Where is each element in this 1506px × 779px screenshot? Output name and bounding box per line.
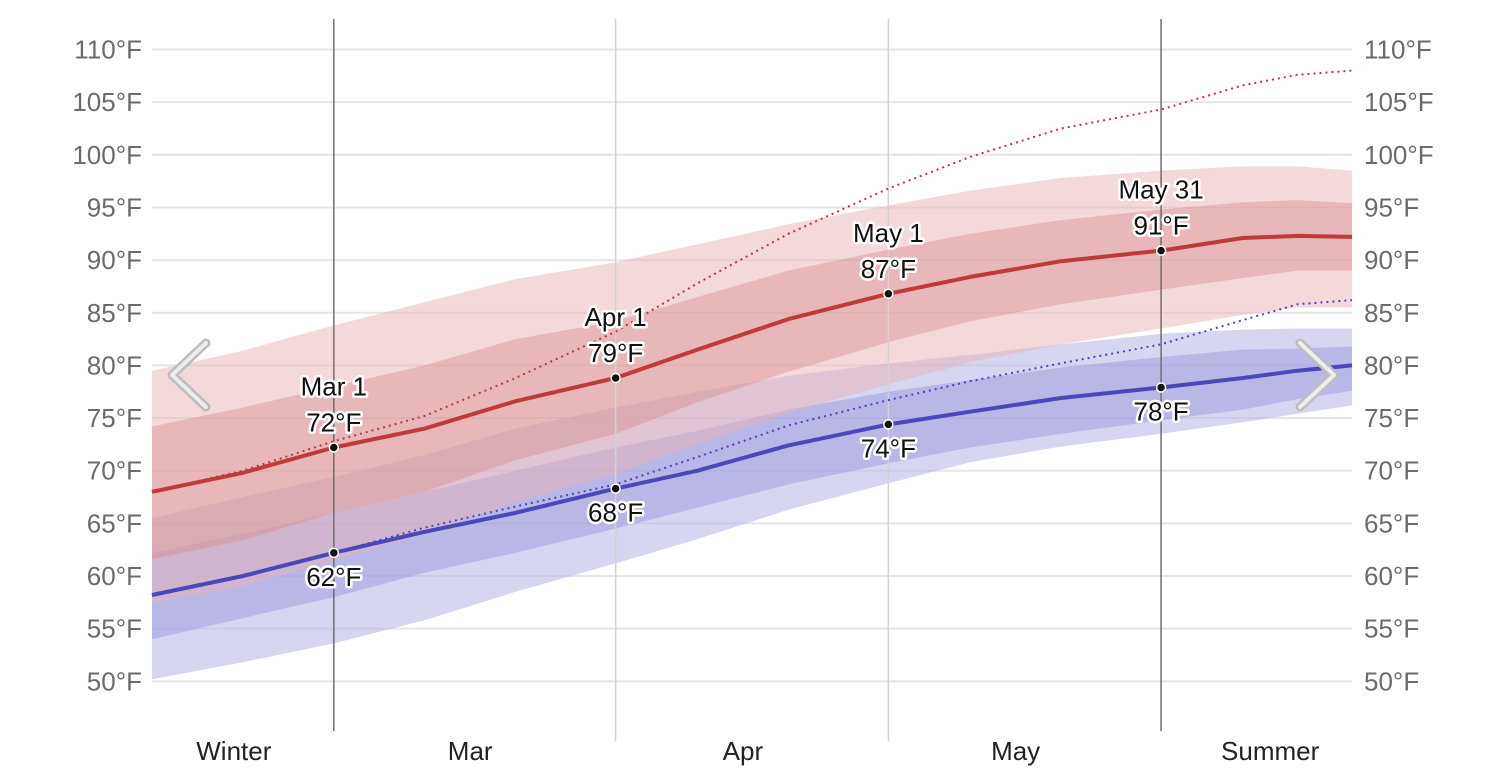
annotation-value: 79°F xyxy=(588,338,643,368)
data-point-marker xyxy=(1155,382,1167,393)
annotation-value: 68°F xyxy=(588,498,643,528)
y-tick-label-left: 75°F xyxy=(87,403,142,433)
high-average-line xyxy=(151,233,1353,494)
x-period-label: Apr xyxy=(723,736,764,766)
annotation-value: 91°F xyxy=(1133,211,1188,241)
annotations: Mar 1 72°F Apr 1 79°F May 1 87°F May 31 91°F 62°… xyxy=(298,172,1206,594)
y-tick-label-left: 50°F xyxy=(87,666,142,696)
bands xyxy=(152,166,1352,680)
y-tick-label-left: 110°F xyxy=(74,35,142,65)
annotation-date: Mar 1 xyxy=(301,372,367,402)
y-tick-label-left: 60°F xyxy=(87,561,142,591)
y-tick-label-right: 75°F xyxy=(1364,403,1419,433)
y-tick-label-left: 80°F xyxy=(87,350,142,380)
axis-labels: 110°F 110°F 105°F 105°F 100°F 100°F 95°F 95°F 90… xyxy=(72,35,1433,767)
data-point-marker xyxy=(328,547,340,559)
x-period-label: Mar xyxy=(448,736,493,766)
y-tick-label-right: 60°F xyxy=(1364,561,1419,591)
chevron-right-icon[interactable] xyxy=(1288,330,1348,420)
annotation-date: May 1 xyxy=(853,218,924,248)
y-tick-label-left: 90°F xyxy=(87,245,142,275)
y-tick-label-right: 65°F xyxy=(1364,508,1419,538)
y-tick-label-right: 80°F xyxy=(1364,350,1419,380)
y-tick-label-right: 100°F xyxy=(1364,140,1434,170)
y-tick-label-right: 95°F xyxy=(1364,192,1419,222)
y-tick-label-left: 100°F xyxy=(72,140,142,170)
y-tick-label-left: 85°F xyxy=(87,298,142,328)
y-tick-label-left: 70°F xyxy=(87,456,142,486)
y-tick-label-left: 95°F xyxy=(87,192,142,222)
data-point-marker xyxy=(610,483,621,494)
data-point-marker xyxy=(883,288,894,300)
annotation-value: 78°F xyxy=(1133,397,1188,427)
data-point-marker xyxy=(883,419,894,430)
y-tick-label-right: 85°F xyxy=(1364,298,1419,328)
y-tick-label-right: 50°F xyxy=(1364,666,1419,696)
x-period-label: May xyxy=(991,736,1040,766)
annotation-date: Apr 1 xyxy=(585,302,647,332)
high-band-inner xyxy=(152,200,1352,560)
low-average-line xyxy=(151,363,1353,597)
high-band-outer xyxy=(152,166,1352,604)
annotation-date: May 31 xyxy=(1118,175,1203,205)
data-point-marker xyxy=(610,372,621,384)
chevron-left-icon[interactable] xyxy=(160,330,220,420)
y-tick-label-left: 55°F xyxy=(87,614,142,644)
x-period-label: Summer xyxy=(1221,736,1320,766)
y-tick-label-left: 105°F xyxy=(72,87,142,117)
series-lines xyxy=(151,69,1353,597)
y-tick-label-left: 65°F xyxy=(87,508,142,538)
data-point-marker xyxy=(328,442,340,453)
y-tick-label-right: 105°F xyxy=(1364,87,1434,117)
navigation xyxy=(160,330,1348,420)
y-tick-label-right: 90°F xyxy=(1364,245,1419,275)
annotation-value: 74°F xyxy=(861,433,916,463)
low-band-inner xyxy=(152,346,1352,640)
y-tick-label-right: 70°F xyxy=(1364,456,1419,486)
annotation-value: 72°F xyxy=(306,408,361,438)
high-record-line xyxy=(151,69,1353,493)
annotation-value: 62°F xyxy=(306,562,361,592)
annotation-value: 87°F xyxy=(861,254,916,284)
data-point-marker xyxy=(1155,245,1167,256)
y-tick-label-right: 110°F xyxy=(1364,35,1432,65)
y-tick-label-right: 55°F xyxy=(1364,614,1419,644)
x-period-label: Winter xyxy=(196,736,271,766)
